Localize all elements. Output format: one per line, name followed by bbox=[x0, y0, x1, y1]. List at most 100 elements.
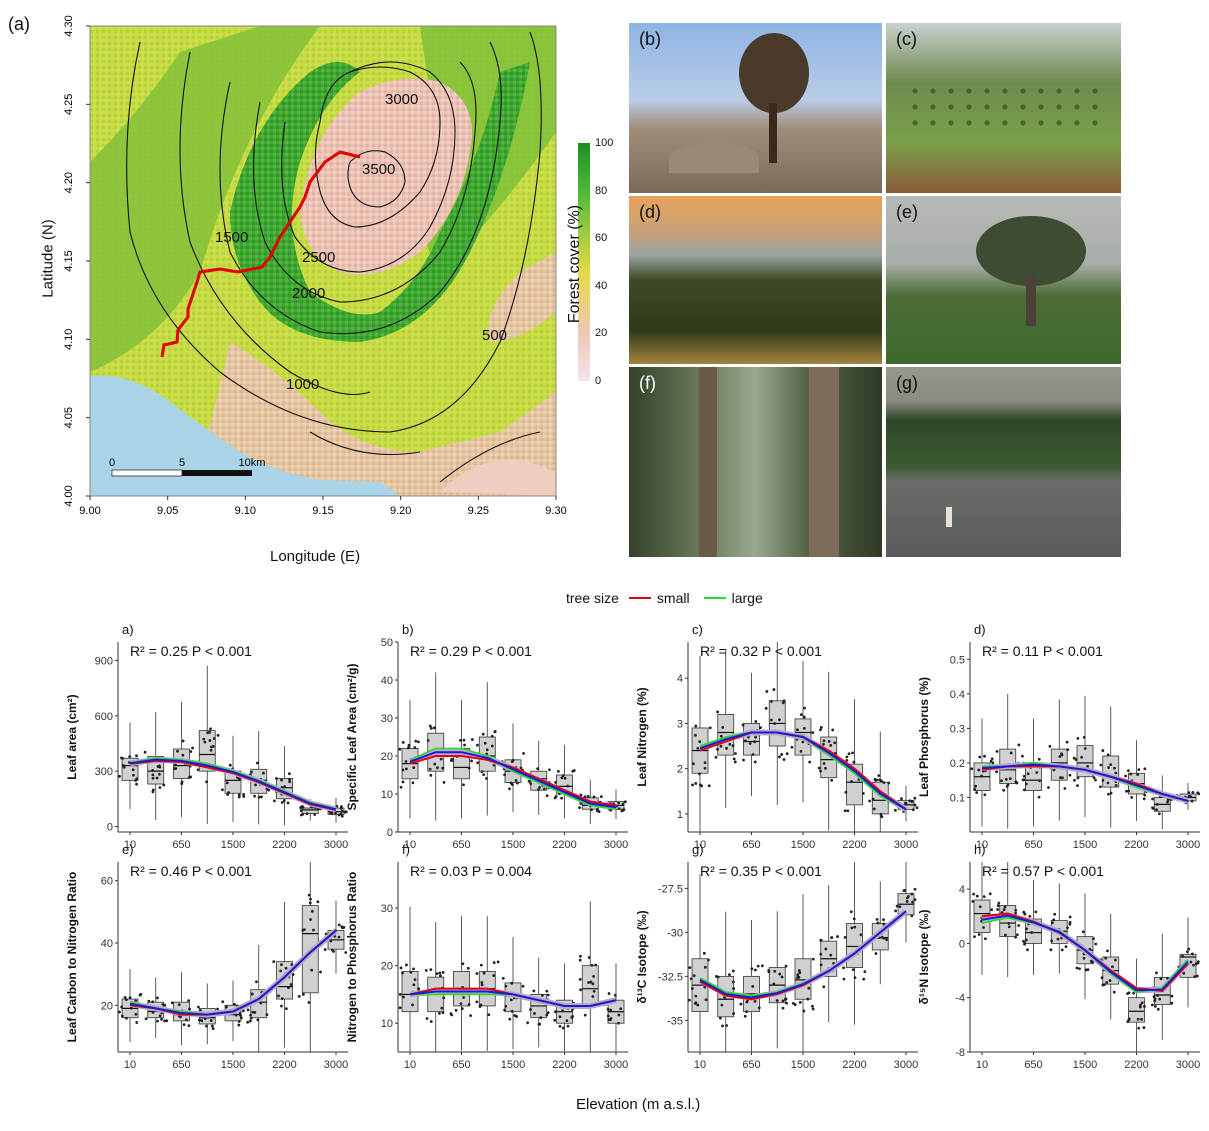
data-point bbox=[797, 969, 801, 972]
data-point bbox=[401, 741, 405, 744]
x-tick-label: 1500 bbox=[501, 839, 525, 851]
data-point bbox=[337, 935, 341, 939]
data-point bbox=[1073, 778, 1076, 782]
data-point bbox=[280, 801, 284, 804]
data-point bbox=[151, 773, 155, 777]
x-tick-label: 650 bbox=[742, 839, 760, 851]
data-point bbox=[624, 800, 627, 804]
data-point bbox=[1127, 991, 1131, 995]
trend-overall bbox=[409, 751, 617, 809]
y-tick-label: 30 bbox=[381, 713, 393, 725]
data-point bbox=[1075, 966, 1079, 970]
x-tick-label: 650 bbox=[172, 1059, 190, 1071]
data-point bbox=[1022, 788, 1026, 792]
data-point bbox=[189, 775, 193, 779]
data-point bbox=[459, 738, 462, 742]
data-point bbox=[781, 999, 785, 1003]
data-point bbox=[208, 739, 212, 742]
x-tick-label: 1500 bbox=[791, 1059, 815, 1071]
data-point bbox=[1140, 1001, 1144, 1005]
data-point bbox=[260, 795, 263, 799]
trait-panel: -8 -4 0 4 10 650 1500 2200 3000 h) R² = 0.57 P < 0… bbox=[917, 842, 1200, 1071]
data-point bbox=[694, 1001, 698, 1005]
y-tick-label: -27.5 bbox=[658, 883, 683, 895]
x-tick-label: 1500 bbox=[221, 839, 245, 851]
data-point bbox=[156, 765, 160, 768]
y-tick-label: 4 bbox=[677, 673, 683, 685]
data-point bbox=[546, 1011, 550, 1015]
data-point bbox=[279, 969, 283, 973]
data-point bbox=[482, 773, 486, 777]
data-point bbox=[984, 937, 987, 941]
colorbar-tick-label: 20 bbox=[595, 327, 608, 340]
data-point bbox=[773, 969, 777, 973]
data-point bbox=[579, 793, 583, 797]
data-point bbox=[483, 741, 487, 745]
data-point bbox=[974, 784, 978, 788]
data-point bbox=[894, 909, 897, 913]
data-point bbox=[313, 813, 317, 816]
data-point bbox=[433, 726, 436, 730]
data-point bbox=[200, 1019, 204, 1022]
data-point bbox=[887, 781, 891, 785]
data-point bbox=[990, 757, 994, 761]
data-point bbox=[521, 984, 525, 988]
data-point bbox=[845, 755, 849, 759]
data-point bbox=[179, 1015, 182, 1019]
data-point bbox=[621, 802, 625, 806]
data-point bbox=[1072, 756, 1076, 760]
y-tick-label: 50 bbox=[381, 637, 393, 649]
x-tick-label: 10 bbox=[124, 1059, 136, 1071]
data-point bbox=[237, 1023, 241, 1027]
map-ylabel: Latitude (N) bbox=[39, 219, 57, 298]
data-point bbox=[399, 785, 403, 789]
data-point bbox=[716, 747, 719, 751]
data-point bbox=[1017, 924, 1021, 927]
data-point bbox=[793, 1003, 797, 1007]
y-axis-label: δ¹⁵N Isotope (‰) bbox=[917, 910, 931, 1005]
data-point bbox=[831, 728, 835, 732]
data-point bbox=[1099, 785, 1102, 789]
trend-small bbox=[409, 755, 617, 807]
data-point bbox=[563, 776, 567, 780]
data-point bbox=[519, 766, 523, 770]
data-point bbox=[714, 755, 718, 759]
data-point bbox=[312, 928, 315, 932]
data-point bbox=[1060, 948, 1064, 952]
data-point bbox=[898, 905, 902, 908]
data-point bbox=[732, 1012, 736, 1015]
data-point bbox=[255, 761, 259, 765]
data-point bbox=[496, 960, 500, 964]
data-point bbox=[1024, 782, 1028, 786]
data-point bbox=[299, 813, 303, 817]
data-point bbox=[803, 706, 806, 710]
data-point bbox=[1136, 773, 1140, 777]
y-tick-label: 0 bbox=[959, 938, 965, 950]
data-point bbox=[1189, 960, 1193, 964]
data-point bbox=[1005, 784, 1009, 788]
data-point bbox=[751, 985, 755, 988]
data-point bbox=[591, 982, 595, 986]
data-point bbox=[439, 974, 442, 978]
data-point bbox=[978, 755, 982, 759]
legend-large-label: large bbox=[731, 590, 763, 606]
x-tick-label: 10 bbox=[124, 839, 136, 851]
data-point bbox=[613, 993, 617, 997]
data-point bbox=[617, 1013, 621, 1017]
data-point bbox=[208, 730, 212, 734]
data-point bbox=[291, 973, 295, 976]
data-point bbox=[1109, 763, 1113, 767]
data-point bbox=[265, 1013, 269, 1017]
data-point bbox=[399, 966, 403, 970]
data-point bbox=[334, 811, 337, 815]
data-point bbox=[1094, 942, 1098, 946]
data-point bbox=[1014, 935, 1018, 939]
data-point bbox=[1193, 975, 1197, 979]
data-point bbox=[982, 895, 986, 899]
data-point bbox=[441, 971, 445, 974]
data-point bbox=[407, 746, 410, 750]
data-point bbox=[514, 779, 518, 782]
data-point bbox=[572, 769, 576, 772]
data-point bbox=[283, 785, 287, 789]
data-point bbox=[977, 768, 981, 772]
